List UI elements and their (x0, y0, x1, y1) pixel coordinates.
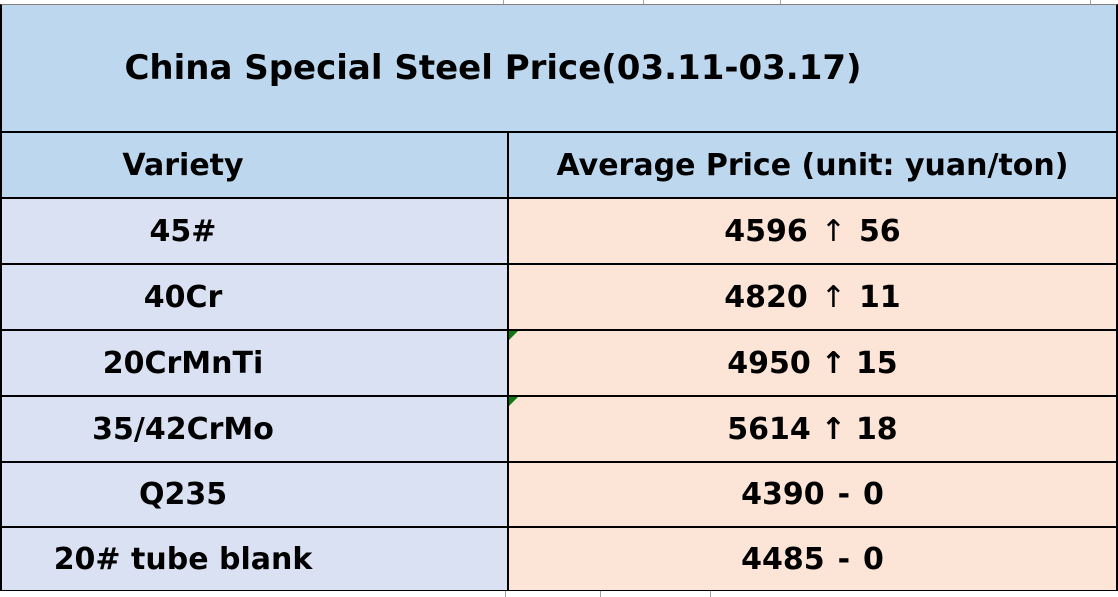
table-title: China Special Steel Price(03.11-03.17) (124, 48, 862, 88)
gridline (600, 591, 601, 597)
price-change-value: 0 (863, 541, 884, 577)
comment-indicator-icon (509, 331, 518, 340)
price-change-value: 18 (855, 411, 898, 447)
price-value: 4596 (724, 213, 808, 249)
table-header-row: Variety Average Price (unit: yuan/ton) (2, 133, 1116, 199)
price-cell: 4485-0 (509, 528, 1116, 590)
no-change-dash: - (837, 477, 851, 512)
gridline (780, 0, 781, 4)
price-cell: 4596 ↑ 56 (509, 199, 1116, 263)
price-value: 4390 (741, 477, 825, 512)
table-title-row: China Special Steel Price(03.11-03.17) (2, 5, 1116, 133)
variety-value: 20# tube blank (53, 541, 313, 577)
price-value: 4950 (727, 345, 811, 381)
price-value: 4820 (724, 279, 808, 315)
variety-cell: 45# (2, 199, 509, 263)
spreadsheet-grid-strip-bottom (0, 591, 1118, 597)
up-arrow-icon: ↑ (820, 345, 846, 381)
variety-value: 45# (149, 213, 217, 249)
variety-value: 40Cr (143, 279, 223, 315)
table-row: 45# 4596 ↑ 56 (2, 199, 1116, 265)
gridline (643, 0, 644, 4)
table-row: Q235 4390-0 (2, 463, 1116, 528)
table-row: 20CrMnTi 4950 ↑ 15 (2, 331, 1116, 397)
variety-cell: 40Cr (2, 265, 509, 329)
header-variety-label: Variety (122, 147, 244, 183)
spreadsheet-grid-strip-top (0, 0, 1118, 4)
price-change-value: 56 (858, 213, 901, 249)
price-cell: 4950 ↑ 15 (509, 331, 1116, 395)
up-arrow-icon: ↑ (820, 213, 846, 249)
variety-cell: 20# tube blank (2, 528, 509, 590)
gridline (710, 591, 711, 597)
comment-indicator-icon (509, 397, 518, 406)
variety-value: Q235 (138, 477, 228, 512)
variety-value: 20CrMnTi (102, 345, 264, 381)
price-cell: 4820 ↑ 11 (509, 265, 1116, 329)
price-value: 5614 (727, 411, 811, 447)
gridline (503, 0, 504, 4)
table-row: 20# tube blank 4485-0 (2, 528, 1116, 592)
header-cell-variety: Variety (2, 133, 509, 197)
header-average-price-label: Average Price (unit: yuan/ton) (556, 147, 1069, 183)
gridline (505, 591, 506, 597)
variety-cell: 20CrMnTi (2, 331, 509, 395)
price-change-value: 15 (855, 345, 898, 381)
table-row: 35/42CrMo 5614 ↑ 18 (2, 397, 1116, 463)
up-arrow-icon: ↑ (820, 279, 846, 315)
price-table: China Special Steel Price(03.11-03.17) V… (0, 4, 1118, 592)
gridline (1090, 0, 1091, 4)
price-change-value: 11 (858, 279, 901, 315)
header-cell-average-price: Average Price (unit: yuan/ton) (509, 133, 1116, 197)
price-value: 4485 (741, 541, 825, 577)
table-row: 40Cr 4820 ↑ 11 (2, 265, 1116, 331)
price-cell: 5614 ↑ 18 (509, 397, 1116, 461)
no-change-dash: - (837, 541, 851, 577)
variety-value: 35/42CrMo (92, 411, 274, 447)
up-arrow-icon: ↑ (820, 411, 846, 447)
variety-cell: Q235 (2, 463, 509, 526)
price-change-value: 0 (863, 477, 884, 512)
variety-cell: 35/42CrMo (2, 397, 509, 461)
price-cell: 4390-0 (509, 463, 1116, 526)
